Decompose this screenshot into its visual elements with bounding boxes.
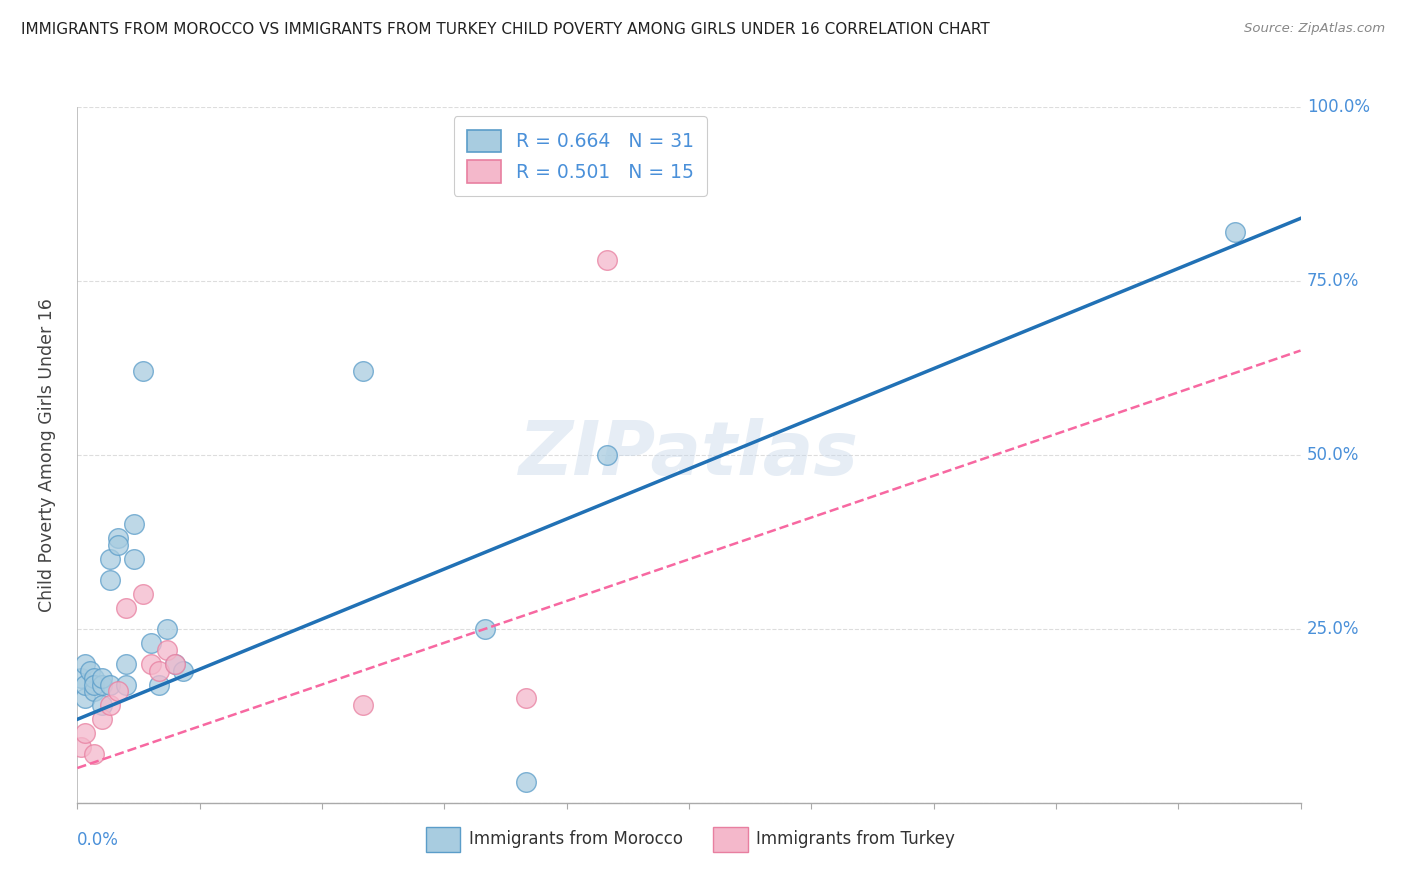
Point	[75, 726, 97, 740]
Point	[98, 552, 121, 566]
Point	[148, 677, 170, 691]
Point	[352, 364, 374, 378]
Point	[124, 552, 146, 566]
Point	[139, 636, 162, 650]
Legend: R = 0.664   N = 31, R = 0.501   N = 15: R = 0.664 N = 31, R = 0.501 N = 15	[454, 117, 707, 196]
Point	[75, 657, 97, 671]
Point	[98, 698, 121, 713]
Point	[165, 657, 187, 671]
Point	[115, 601, 138, 615]
Text: IMMIGRANTS FROM MOROCCO VS IMMIGRANTS FROM TURKEY CHILD POVERTY AMONG GIRLS UNDE: IMMIGRANTS FROM MOROCCO VS IMMIGRANTS FR…	[21, 22, 990, 37]
Point	[90, 698, 112, 713]
Point	[131, 587, 153, 601]
Point	[515, 691, 537, 706]
Text: 75.0%: 75.0%	[1306, 272, 1360, 290]
Point	[90, 671, 112, 685]
Point	[90, 677, 112, 691]
Text: Immigrants from Morocco: Immigrants from Morocco	[468, 830, 683, 848]
Text: Source: ZipAtlas.com: Source: ZipAtlas.com	[1244, 22, 1385, 36]
Point	[156, 622, 179, 636]
Bar	[713, 827, 748, 852]
Point	[131, 364, 153, 378]
Point	[165, 657, 187, 671]
Text: 100.0%: 100.0%	[1306, 98, 1369, 116]
Point	[83, 671, 105, 685]
Text: 25.0%: 25.0%	[1306, 620, 1360, 638]
Point	[124, 517, 146, 532]
Point	[596, 253, 619, 268]
Point	[70, 671, 93, 685]
Point	[115, 677, 138, 691]
Point	[474, 622, 496, 636]
Point	[107, 538, 129, 552]
Point	[75, 677, 97, 691]
Text: ZIPatlas: ZIPatlas	[519, 418, 859, 491]
Point	[98, 677, 121, 691]
Point	[115, 657, 138, 671]
Point	[1225, 225, 1247, 239]
Point	[83, 677, 105, 691]
Point	[156, 642, 179, 657]
Y-axis label: Child Poverty Among Girls Under 16: Child Poverty Among Girls Under 16	[38, 298, 56, 612]
Text: Immigrants from Turkey: Immigrants from Turkey	[756, 830, 955, 848]
Point	[90, 712, 112, 726]
Point	[107, 684, 129, 698]
Point	[148, 664, 170, 678]
Point	[79, 664, 101, 678]
Point	[70, 740, 93, 755]
Point	[515, 775, 537, 789]
Text: 0.0%: 0.0%	[77, 830, 120, 848]
Point	[139, 657, 162, 671]
Point	[172, 664, 194, 678]
Point	[596, 448, 619, 462]
Text: 50.0%: 50.0%	[1306, 446, 1360, 464]
Point	[352, 698, 374, 713]
Point	[75, 691, 97, 706]
Point	[98, 573, 121, 587]
Point	[83, 684, 105, 698]
Point	[83, 747, 105, 761]
Bar	[426, 827, 460, 852]
Point	[107, 532, 129, 546]
